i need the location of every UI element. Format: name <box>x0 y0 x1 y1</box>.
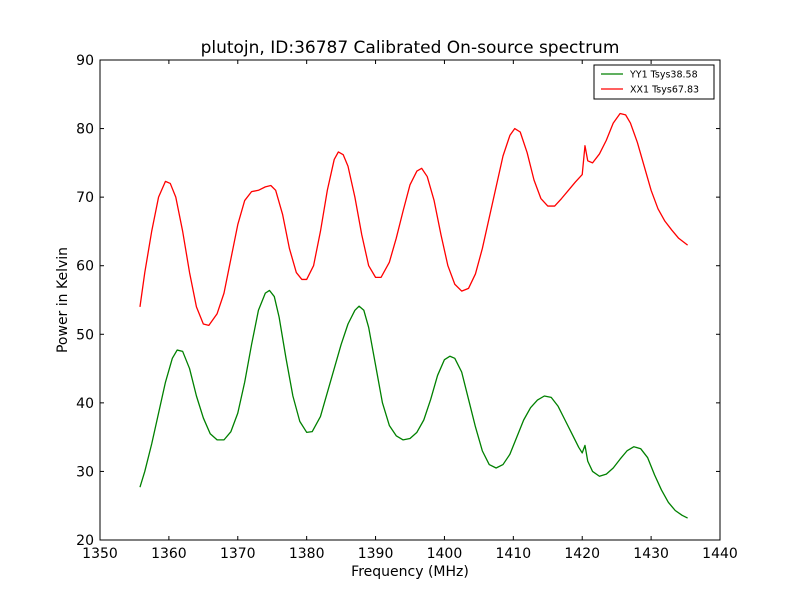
x-tick-label: 1430 <box>633 546 669 562</box>
x-tick-label: 1400 <box>427 546 463 562</box>
y-tick-label: 70 <box>76 190 94 206</box>
chart-title: plutojn, ID:36787 Calibrated On-source s… <box>201 38 620 58</box>
y-tick-label: 30 <box>76 464 94 480</box>
y-tick-label: 60 <box>76 259 94 275</box>
x-tick-label: 1360 <box>151 546 187 562</box>
legend: YY1 Tsys38.58 XX1 Tsys67.83 <box>593 64 715 100</box>
y-axis-ticks: 20 30 40 50 60 70 80 90 <box>76 53 720 549</box>
y-tick-label: 90 <box>76 53 94 69</box>
x-tick-label: 1410 <box>496 546 532 562</box>
series-line-xx1 <box>139 112 689 327</box>
legend-label-xx1: XX1 Tsys67.83 <box>630 85 699 96</box>
plot-frame <box>99 59 721 541</box>
y-tick-label: 50 <box>76 327 94 343</box>
x-axis-label: Frequency (MHz) <box>351 564 469 580</box>
x-tick-label: 1420 <box>564 546 600 562</box>
x-tick-label: 1440 <box>702 546 738 562</box>
series-layer <box>139 112 689 519</box>
x-tick-label: 1370 <box>220 546 256 562</box>
series-line-yy1 <box>139 289 688 519</box>
x-tick-label: 1380 <box>289 546 325 562</box>
y-axis-label: Power in Kelvin <box>55 247 71 353</box>
x-tick-label: 1390 <box>358 546 394 562</box>
y-tick-label: 80 <box>76 122 94 138</box>
legend-box <box>593 64 715 100</box>
y-tick-label: 40 <box>76 396 94 412</box>
x-axis-ticks: 1350 1360 1370 1380 1390 1400 1410 1420 1430 1440 <box>82 60 738 562</box>
legend-label-yy1: YY1 Tsys38.58 <box>629 70 698 81</box>
plot-area <box>100 60 720 540</box>
x-tick-label: 1350 <box>82 546 118 562</box>
y-tick-label: 20 <box>76 533 94 549</box>
